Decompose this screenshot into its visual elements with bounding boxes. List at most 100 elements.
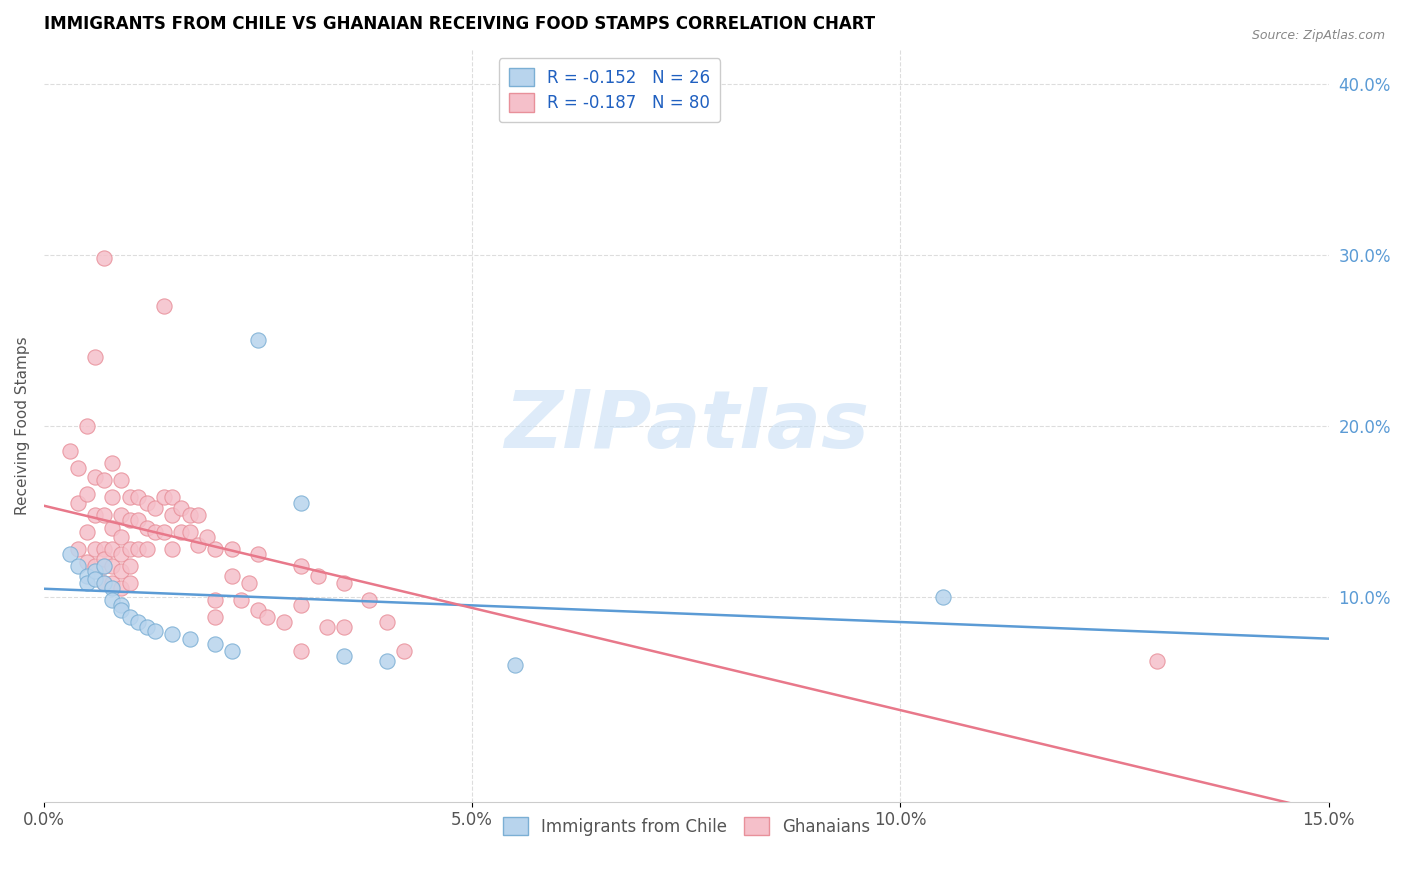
- Point: [204, 541, 226, 556]
- Point: [153, 299, 176, 313]
- Point: [315, 620, 337, 634]
- Point: [93, 575, 115, 590]
- Point: [118, 513, 141, 527]
- Point: [153, 524, 176, 539]
- Point: [135, 495, 157, 509]
- Point: [118, 575, 141, 590]
- Point: [110, 547, 132, 561]
- Point: [162, 491, 184, 505]
- Point: [101, 491, 124, 505]
- Point: [273, 615, 295, 630]
- Point: [247, 603, 270, 617]
- Point: [204, 593, 226, 607]
- Point: [67, 541, 90, 556]
- Point: [110, 564, 132, 578]
- Point: [118, 541, 141, 556]
- Point: [247, 333, 270, 347]
- Point: [375, 615, 398, 630]
- Point: [58, 444, 80, 458]
- Point: [101, 541, 124, 556]
- Point: [110, 581, 132, 595]
- Point: [143, 500, 166, 515]
- Point: [932, 590, 955, 604]
- Point: [332, 575, 354, 590]
- Point: [392, 644, 415, 658]
- Point: [229, 593, 252, 607]
- Point: [118, 491, 141, 505]
- Point: [290, 598, 312, 612]
- Point: [247, 547, 270, 561]
- Text: ZIPatlas: ZIPatlas: [503, 387, 869, 465]
- Point: [221, 541, 243, 556]
- Point: [1146, 655, 1168, 669]
- Point: [84, 351, 107, 365]
- Point: [204, 637, 226, 651]
- Point: [84, 573, 107, 587]
- Point: [503, 657, 526, 672]
- Point: [127, 513, 149, 527]
- Point: [290, 644, 312, 658]
- Point: [135, 620, 157, 634]
- Point: [93, 474, 115, 488]
- Point: [101, 581, 124, 595]
- Point: [84, 470, 107, 484]
- Point: [93, 252, 115, 266]
- Point: [143, 624, 166, 638]
- Text: Source: ZipAtlas.com: Source: ZipAtlas.com: [1251, 29, 1385, 42]
- Point: [332, 620, 354, 634]
- Point: [238, 575, 260, 590]
- Point: [187, 538, 209, 552]
- Point: [143, 524, 166, 539]
- Point: [170, 524, 193, 539]
- Point: [76, 487, 98, 501]
- Point: [84, 541, 107, 556]
- Point: [118, 610, 141, 624]
- Point: [93, 552, 115, 566]
- Y-axis label: Receiving Food Stamps: Receiving Food Stamps: [15, 336, 30, 515]
- Point: [110, 603, 132, 617]
- Point: [84, 564, 107, 578]
- Point: [58, 547, 80, 561]
- Point: [118, 558, 141, 573]
- Point: [221, 644, 243, 658]
- Point: [290, 558, 312, 573]
- Point: [204, 610, 226, 624]
- Point: [84, 508, 107, 522]
- Point: [76, 575, 98, 590]
- Point: [179, 524, 201, 539]
- Point: [110, 474, 132, 488]
- Point: [76, 524, 98, 539]
- Point: [135, 521, 157, 535]
- Point: [110, 530, 132, 544]
- Text: IMMIGRANTS FROM CHILE VS GHANAIAN RECEIVING FOOD STAMPS CORRELATION CHART: IMMIGRANTS FROM CHILE VS GHANAIAN RECEIV…: [44, 15, 875, 33]
- Point: [359, 593, 381, 607]
- Point: [332, 649, 354, 664]
- Point: [93, 558, 115, 573]
- Point: [93, 508, 115, 522]
- Point: [195, 530, 218, 544]
- Point: [101, 558, 124, 573]
- Point: [76, 569, 98, 583]
- Point: [101, 456, 124, 470]
- Point: [110, 598, 132, 612]
- Point: [84, 558, 107, 573]
- Point: [162, 508, 184, 522]
- Point: [375, 655, 398, 669]
- Point: [162, 627, 184, 641]
- Point: [101, 575, 124, 590]
- Point: [256, 610, 278, 624]
- Point: [101, 521, 124, 535]
- Point: [110, 508, 132, 522]
- Point: [93, 575, 115, 590]
- Point: [290, 495, 312, 509]
- Point: [101, 593, 124, 607]
- Point: [170, 500, 193, 515]
- Point: [187, 508, 209, 522]
- Point: [93, 558, 115, 573]
- Point: [127, 541, 149, 556]
- Point: [162, 541, 184, 556]
- Point: [67, 461, 90, 475]
- Point: [127, 615, 149, 630]
- Point: [153, 491, 176, 505]
- Point: [221, 569, 243, 583]
